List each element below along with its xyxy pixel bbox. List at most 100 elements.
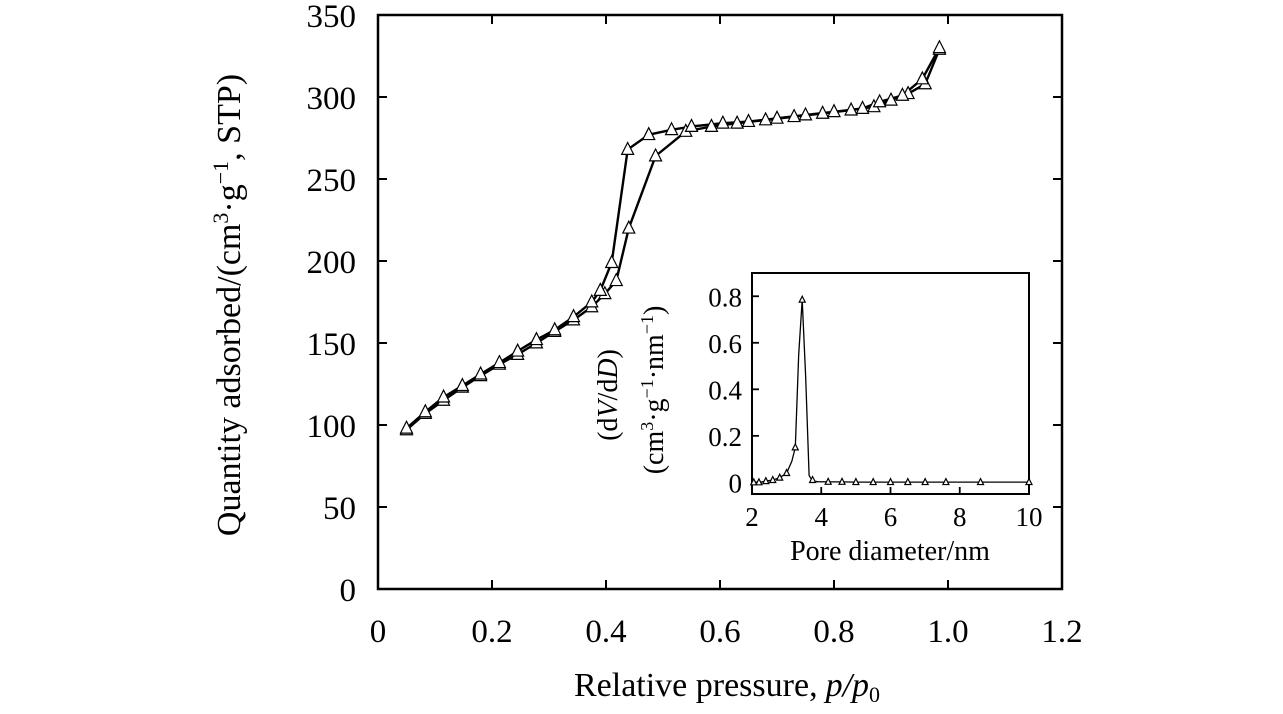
inset-data-point <box>838 477 847 485</box>
main-data-point-desorption <box>604 254 619 269</box>
main-data-point-desorption <box>915 70 930 85</box>
main-data-point-desorption <box>684 118 699 132</box>
main-data-point-desorption <box>770 109 784 124</box>
main-data-point-desorption <box>872 93 887 108</box>
inset-data-point <box>886 477 895 486</box>
main-data-point-desorption <box>399 419 414 434</box>
main-y-axis-label-text: Quantity adsorbed/(cm <box>211 224 248 537</box>
main-data-point-desorption <box>895 87 910 101</box>
main-data-point-adsorption <box>648 147 663 162</box>
main-data-point-adsorption <box>609 272 624 287</box>
main-x-tick-label: 1.0 <box>927 614 968 650</box>
main-data-point-desorption <box>566 308 581 323</box>
inset-data-point <box>791 442 800 451</box>
inset-y-ticks: 0 0.2 0.4 0.6 0.8 <box>708 282 759 498</box>
main-data-point-adsorption <box>787 108 802 123</box>
main-data-point-desorption <box>473 365 488 380</box>
main-data-point-desorption <box>855 100 870 114</box>
inset-data-point <box>976 477 985 486</box>
main-data-point-adsorption <box>844 101 859 116</box>
inset-x-tick-label: 10 <box>1016 502 1043 532</box>
main-data-point-adsorption <box>730 114 745 129</box>
inset-data-point <box>851 477 860 486</box>
inset-y-label-l1-d: D <box>593 358 624 379</box>
inset-x-tick-label: 2 <box>745 502 759 532</box>
inset-y-label-l1-pre: (d <box>593 418 624 441</box>
main-x-axis-label-text: Relative pressure, <box>574 667 818 704</box>
main-data-point-desorption <box>547 321 562 336</box>
main-y-tick-label: 100 <box>307 409 357 445</box>
inset-x-tick-label: 6 <box>884 502 898 532</box>
main-y-axis-label-end: , STP) <box>211 74 248 161</box>
main-y-axis-label-sup1: 3 <box>208 213 233 224</box>
inset-data-point <box>903 477 912 486</box>
inset-y-label-l1-mid: /d <box>593 379 624 401</box>
main-series <box>399 39 947 436</box>
inset-data-point <box>754 477 763 486</box>
main-y-tick-label: 150 <box>307 327 357 363</box>
inset-y-label-l1-end: ) <box>593 349 624 358</box>
inset-y-label-l2-sup3: −1 <box>637 315 657 334</box>
inset-y-tick-label: 0.6 <box>708 329 742 359</box>
inset-data-point <box>869 477 878 486</box>
inset-y-label-l2-end: ) <box>639 306 670 315</box>
main-data-point-desorption <box>741 113 756 128</box>
inset-data-point <box>761 476 770 485</box>
main-data-point-adsorption <box>704 118 719 132</box>
main-data-point-desorption <box>529 331 544 346</box>
inset-x-tick-label: 8 <box>953 502 967 532</box>
main-data-point-desorption <box>455 377 470 392</box>
main-data-point-adsorption <box>815 105 830 119</box>
main-y-tick-label: 200 <box>307 245 357 281</box>
main-x-tick-label: 0 <box>370 614 387 650</box>
inset-data-point <box>941 477 950 486</box>
inset-data-point <box>782 468 791 477</box>
main-data-point-desorption <box>593 282 608 296</box>
inset-y-label-l1-v: V <box>593 398 624 418</box>
main-y-tick-label: 0 <box>340 573 357 609</box>
main-data-point-desorption <box>510 342 525 357</box>
inset-y-label-l2-mid1: ·g <box>639 398 670 421</box>
main-data-point-desorption <box>641 126 656 141</box>
main-data-point-desorption <box>620 141 635 155</box>
main-data-point-adsorption <box>621 219 636 234</box>
main-y-axis-label-mid: ·g <box>211 184 248 212</box>
main-x-tick-label: 1.2 <box>1041 614 1082 650</box>
main-y-tick-label: 350 <box>307 0 357 35</box>
main-data-point-adsorption <box>884 91 898 106</box>
inset-data-point <box>749 477 758 486</box>
main-y-axis-label: Quantity adsorbed/(cm3·g−1, STP) <box>208 74 248 536</box>
main-x-axis-label-var: p/p <box>824 667 869 704</box>
inset-x-tick-label: 4 <box>815 502 829 532</box>
main-data-point-desorption <box>715 114 730 129</box>
inset-x-axis-label: Pore diameter/nm <box>790 536 990 567</box>
inset-y-tick-label: 0.4 <box>708 375 742 405</box>
inset-data-point <box>768 475 777 484</box>
main-data-point-desorption <box>492 354 507 369</box>
inset-y-label-l2-mid2: ·nm <box>639 334 670 379</box>
inset-y-tick-label: 0 <box>729 468 743 498</box>
main-x-tick-label: 0.2 <box>471 614 512 650</box>
inset-y-tick-label: 0.8 <box>708 282 742 312</box>
main-plot: 0 0.2 0.4 0.6 0.8 1.0 1.2 05010015020025030035… <box>208 0 1083 707</box>
inset-data-point <box>798 294 807 303</box>
inset-y-label-l2-pre: (cm <box>639 431 670 475</box>
inset-data-point <box>824 477 833 485</box>
main-x-tick-label: 0.4 <box>585 614 626 650</box>
inset-y-label-l2-sup1: 3 <box>637 422 657 431</box>
main-x-ticks: 0 0.2 0.4 0.6 0.8 1.0 1.2 <box>370 15 1083 650</box>
inset-data-point <box>775 472 784 481</box>
inset-data-point <box>921 477 930 486</box>
inset-y-tick-label: 0.2 <box>708 422 742 452</box>
inset-y-axis-label-line1: (dV/dD) <box>593 349 624 441</box>
main-x-axis-label: Relative pressure, p/p0 <box>574 667 880 707</box>
main-series-line-desorption <box>405 47 941 430</box>
inset-data-point <box>808 475 817 484</box>
inset-plot-frame <box>751 272 1030 495</box>
main-x-axis-label-sub: 0 <box>869 682 880 707</box>
main-data-point-desorption <box>664 121 679 136</box>
main-data-point-adsorption <box>758 111 773 126</box>
